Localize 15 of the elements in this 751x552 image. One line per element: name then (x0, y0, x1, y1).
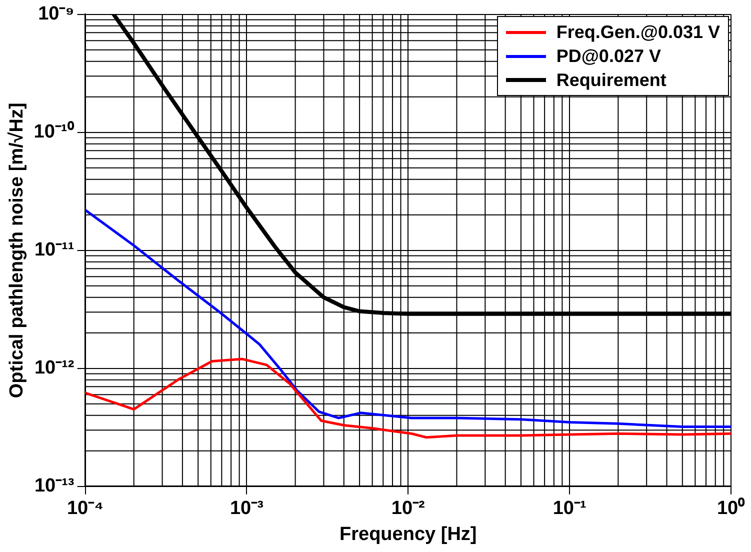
x-tick-label: 10⁻⁴ (66, 498, 104, 520)
legend-label: Requirement (556, 69, 666, 92)
x-axis-title: Frequency [Hz] (340, 524, 477, 545)
x-tick-label: 10⁻¹ (552, 498, 586, 520)
legend-label: PD@0.027 V (556, 45, 661, 68)
y-tick-label: 10⁻¹³ (34, 476, 74, 497)
x-tick-label: 10⁻² (391, 498, 425, 520)
legend-label: Freq.Gen.@0.031 V (556, 21, 720, 44)
y-tick-label: 10⁻¹² (34, 358, 74, 379)
x-tick-label: 10⁻³ (230, 498, 264, 520)
y-tick-label: 10⁻¹⁰ (34, 120, 74, 143)
x-tick-label: 10⁰ (716, 497, 746, 520)
y-axis-title: Optical pathlength noise [m/√Hz] (6, 102, 28, 398)
y-tick-label: 10⁻⁹ (38, 4, 74, 25)
y-tick-label: 10⁻¹¹ (34, 240, 74, 261)
